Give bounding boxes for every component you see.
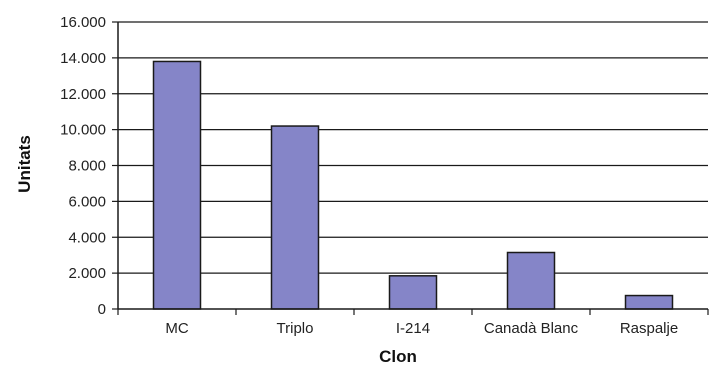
- x-tick-labels: MC Triplo I-214 Canadà Blanc Raspalje: [165, 320, 678, 337]
- y-tick-label: 8.000: [68, 158, 106, 175]
- y-tick-label: 2.000: [68, 265, 106, 282]
- x-tick-label: Raspalje: [620, 320, 678, 337]
- x-tick-label: Canadà Blanc: [484, 320, 579, 337]
- y-tick-labels: 0 2.000 4.000 6.000 8.000 10.000 12.000 14.000 1…: [60, 14, 106, 318]
- y-tick-label: 12.000: [60, 86, 106, 103]
- bars: [152, 60, 674, 310]
- y-tick-label: 14.000: [60, 50, 106, 67]
- x-tick-label: Triplo: [277, 320, 314, 337]
- bar-canad-blanc: [506, 251, 556, 310]
- x-tick-label: MC: [165, 320, 188, 337]
- bar-raspalje: [624, 294, 674, 310]
- y-tick-label: 10.000: [60, 122, 106, 139]
- bar-triplo: [270, 125, 320, 310]
- y-tick-label: 0: [98, 301, 106, 318]
- y-tick-label: 6.000: [68, 193, 106, 210]
- x-axis-title: Clon: [379, 347, 417, 366]
- y-tick-label: 4.000: [68, 229, 106, 246]
- bar-mc: [152, 60, 202, 310]
- bar-i-214: [388, 275, 438, 310]
- y-axis-title: Unitats: [15, 135, 34, 193]
- y-tick-label: 16.000: [60, 14, 106, 31]
- axes: [112, 21, 709, 315]
- gridlines: [118, 21, 708, 274]
- x-tick-label: I-214: [396, 320, 430, 337]
